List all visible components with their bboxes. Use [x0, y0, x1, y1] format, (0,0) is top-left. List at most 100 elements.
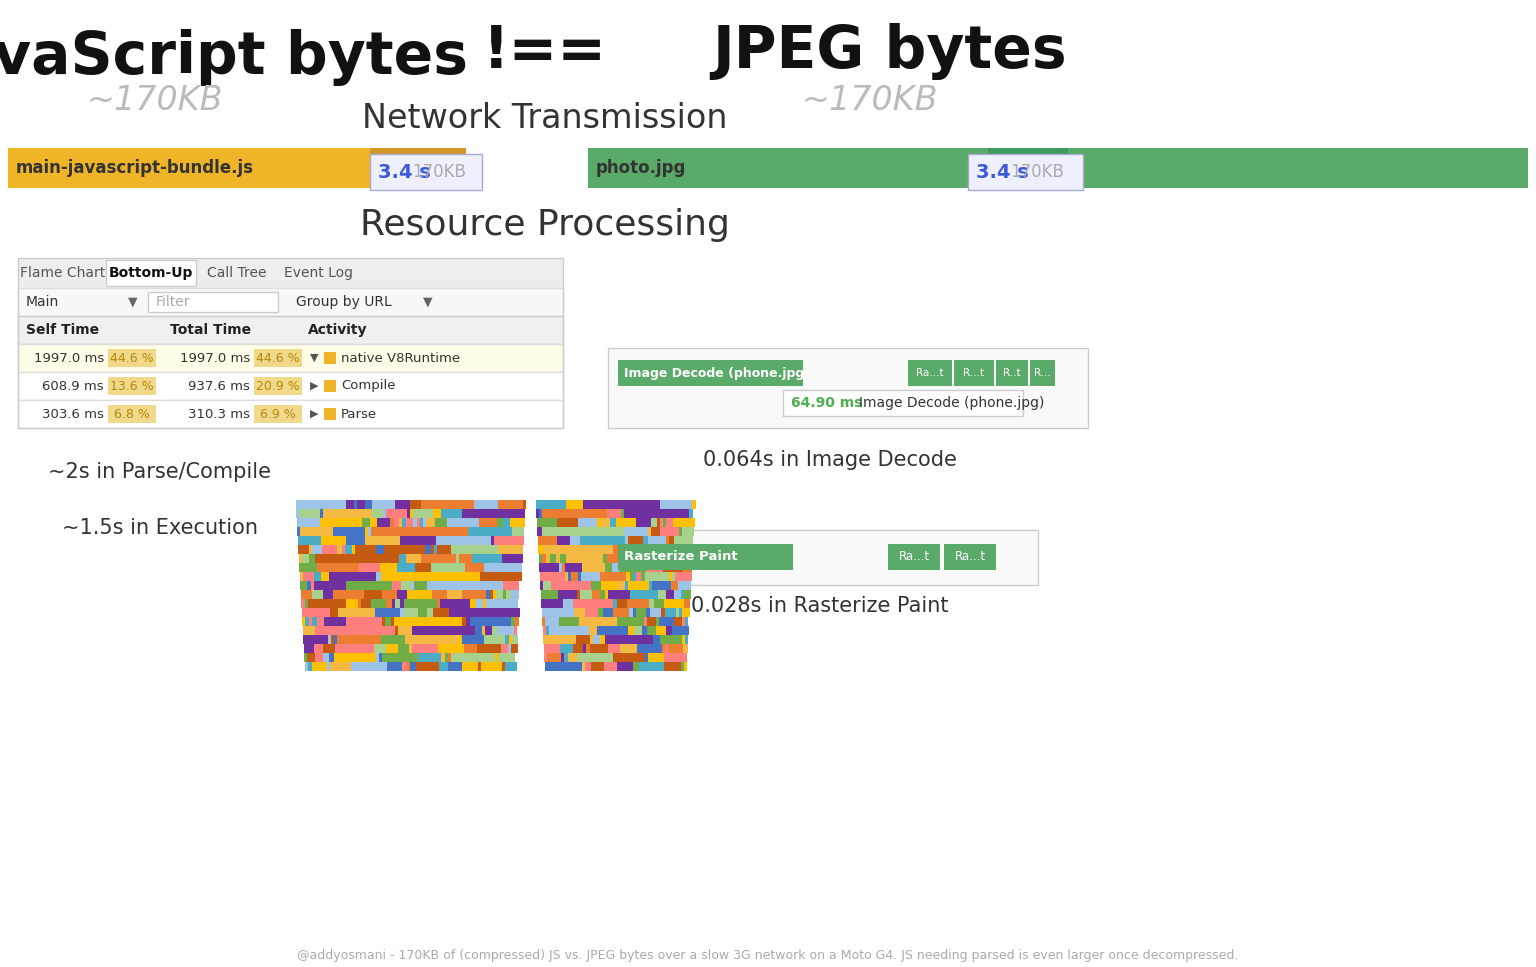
Bar	[306, 617, 309, 626]
Bar	[470, 617, 510, 626]
Bar	[558, 590, 576, 599]
Bar	[684, 662, 687, 670]
Bar	[416, 626, 475, 634]
Bar	[550, 554, 556, 563]
Bar	[664, 518, 665, 526]
Bar	[588, 662, 590, 670]
Text: ▼: ▼	[127, 296, 138, 308]
Bar	[783, 390, 1023, 416]
Bar	[409, 626, 412, 634]
Bar	[502, 581, 519, 590]
Bar	[430, 608, 433, 617]
Bar	[677, 545, 693, 553]
Bar	[323, 509, 372, 517]
Text: !==: !==	[482, 23, 607, 80]
Bar	[630, 608, 633, 617]
Bar	[573, 599, 613, 607]
Bar	[684, 644, 688, 653]
Bar	[404, 599, 421, 607]
Bar	[366, 500, 372, 509]
Bar	[459, 635, 461, 643]
Bar	[498, 500, 522, 509]
Bar	[312, 590, 323, 599]
Bar	[601, 635, 605, 643]
Bar	[369, 626, 395, 634]
Text: ▼: ▼	[422, 296, 433, 308]
Bar	[438, 545, 439, 553]
Bar	[645, 554, 648, 563]
Bar	[593, 635, 599, 643]
Bar	[684, 590, 691, 599]
Bar	[659, 617, 673, 626]
Bar	[298, 536, 321, 544]
Bar	[392, 581, 401, 590]
Bar	[376, 518, 390, 526]
Bar	[381, 572, 459, 580]
Bar	[390, 518, 393, 526]
Bar	[18, 344, 564, 372]
Bar	[306, 662, 307, 670]
Text: Image Decode (phone.jpg): Image Decode (phone.jpg)	[624, 366, 809, 379]
Bar	[627, 554, 630, 563]
Bar	[667, 590, 673, 599]
Bar	[511, 617, 515, 626]
Bar	[498, 545, 516, 553]
Bar	[667, 518, 673, 526]
Bar	[370, 154, 482, 190]
Bar	[680, 662, 684, 670]
Bar	[433, 509, 441, 517]
Bar	[398, 626, 409, 634]
Bar	[613, 653, 645, 661]
Bar	[329, 635, 330, 643]
Bar	[641, 572, 645, 580]
Bar	[309, 545, 312, 553]
Bar	[382, 590, 384, 599]
Bar	[511, 590, 519, 599]
Bar	[650, 581, 651, 590]
Bar	[682, 608, 690, 617]
Bar	[542, 554, 545, 563]
Bar	[398, 644, 409, 653]
Bar	[578, 572, 581, 580]
Bar	[495, 662, 501, 670]
Bar	[647, 617, 656, 626]
Bar	[579, 617, 616, 626]
Bar	[627, 572, 630, 580]
Bar	[625, 626, 628, 634]
Bar	[671, 581, 677, 590]
Bar	[559, 563, 562, 571]
Bar	[581, 536, 619, 544]
Bar	[648, 653, 664, 661]
Bar	[386, 590, 396, 599]
Bar	[296, 500, 346, 509]
Bar	[538, 527, 542, 536]
Bar	[300, 509, 319, 517]
Text: R..t: R..t	[1003, 368, 1021, 378]
Bar	[402, 662, 407, 670]
Bar	[588, 626, 596, 634]
Bar	[382, 653, 418, 661]
Bar	[413, 509, 433, 517]
Bar	[372, 599, 386, 607]
Bar	[482, 626, 484, 634]
Bar	[449, 500, 473, 509]
Bar	[647, 626, 653, 634]
Bar	[406, 635, 459, 643]
Bar	[392, 617, 393, 626]
Bar	[619, 563, 645, 571]
Bar	[439, 545, 450, 553]
Bar	[571, 572, 578, 580]
Bar	[650, 608, 660, 617]
Bar	[456, 554, 459, 563]
Bar	[346, 545, 352, 553]
Bar	[395, 599, 399, 607]
Text: Group by URL: Group by URL	[296, 295, 392, 309]
Bar	[627, 599, 645, 607]
Bar	[413, 518, 416, 526]
Bar	[628, 581, 648, 590]
Bar	[296, 509, 298, 517]
Bar	[685, 635, 688, 643]
Bar	[607, 554, 625, 563]
Bar	[447, 590, 461, 599]
Bar	[304, 644, 313, 653]
